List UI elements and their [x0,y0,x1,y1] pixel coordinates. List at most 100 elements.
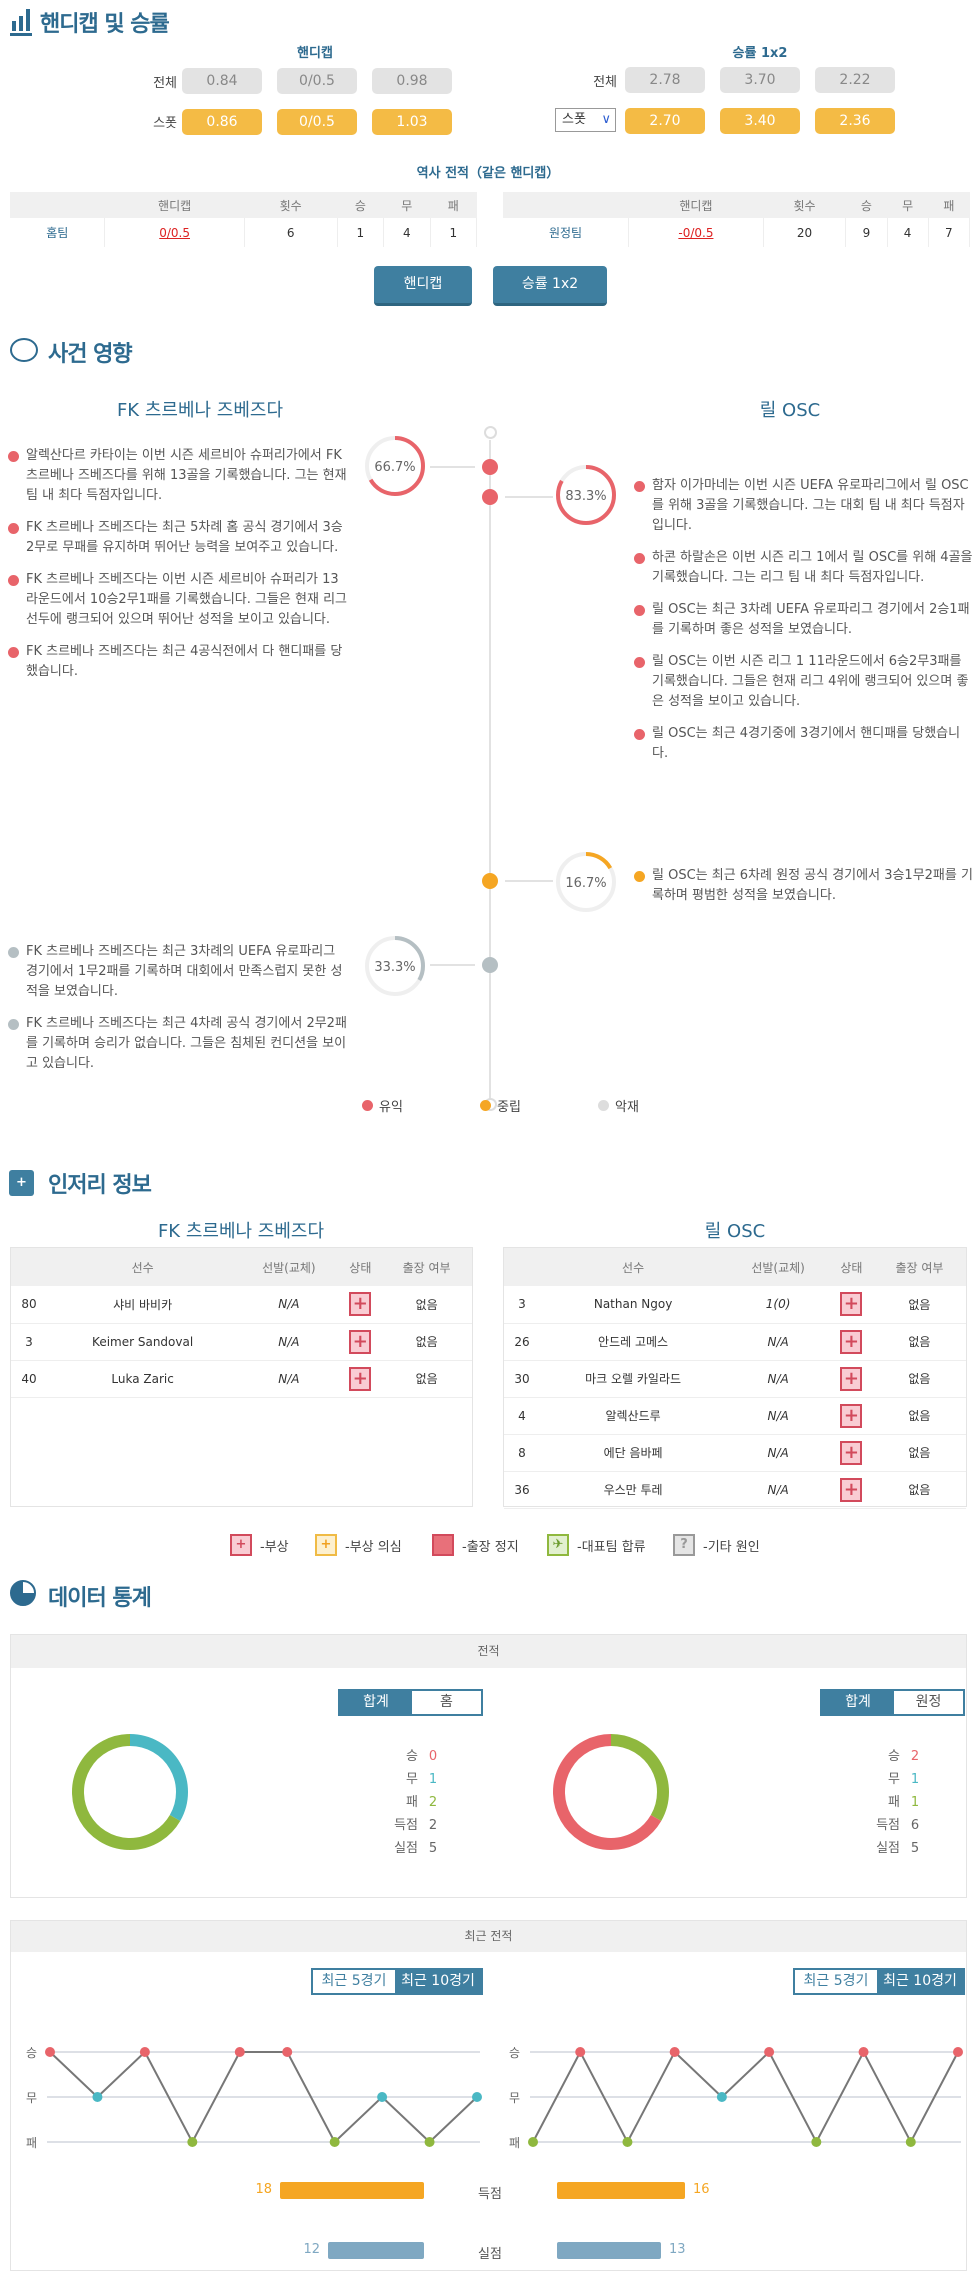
player-name[interactable]: 마크 오렐 카일라드 [540,1360,727,1398]
handicap-link[interactable]: 0/0.5 [104,218,245,247]
timeline-dot-positive [482,459,498,475]
column-header: 선발(교체) [238,1248,340,1286]
pct-ring-home-positive: 66.7% [365,436,425,496]
event-text: 하콘 하랄손은 이번 시즌 리그 1에서 릴 OSC를 위해 4골을 기록했습니… [652,550,973,585]
event-item: FK 츠르베나 즈베즈다는 최근 4공식전에서 다 핸디패를 당했습니다. [8,642,348,682]
timeline-dot-negative [482,957,498,973]
injury-legend-item: -출장 정지 [432,1534,519,1556]
odds-box[interactable]: 0.98 [372,68,452,94]
toggle-last-10[interactable]: 최근 10경기 [395,1970,481,1993]
stat-value: 2 [428,1795,438,1810]
result-point [953,2047,963,2057]
toggle-total[interactable]: 합계 [340,1691,412,1714]
toggle-away[interactable]: 원정 [915,1694,942,1710]
toggle-last-10[interactable]: 최근 10경기 [877,1970,963,1993]
injury-legend-item: ? -기타 원인 [673,1534,760,1556]
y-tick-label: 패 [509,2136,520,2150]
injury-cross-icon: + [840,1403,863,1428]
stat-row: 실점 5 [860,1837,930,1860]
stat-label: 무 [406,1772,418,1787]
odds-box[interactable]: 0/0.5 [277,109,357,135]
stat-value: 6 [910,1818,920,1833]
status-cell: + [830,1471,873,1509]
result-point [329,2137,340,2147]
player-name[interactable]: Luka Zaric [47,1360,239,1398]
player-name[interactable]: 안드레 고메스 [540,1323,727,1361]
legend-label: -기타 원인 [703,1539,760,1555]
table-cell: N/A [238,1286,340,1324]
table-cell: 없음 [381,1323,472,1361]
toggle-last-5[interactable]: 최근 5경기 [803,1973,869,1989]
handicap-button[interactable]: 핸디캡 [374,266,472,306]
odds-box[interactable]: 3.70 [720,67,800,93]
result-point [234,2047,245,2057]
column-header [503,192,629,218]
odds-button[interactable]: 승률 1x2 [493,266,607,306]
home-goals-bar [280,2182,424,2199]
history-title: 역사 전적（같은 핸디캡） [416,166,560,181]
spot-select-value: 스폿 [562,112,586,127]
handicap-link[interactable]: -0/0.5 [628,218,764,247]
table-header-row: 선수 선발(교체) 상태 출장 여부 [504,1248,966,1286]
pie-chart-icon [10,1580,36,1606]
stat-label: 패 [406,1795,418,1810]
toggle-home[interactable]: 홈 [440,1694,453,1710]
history-table-home: 핸디캡 횟수 승 무 패 홈팀 0/0.5 6 1 4 1 [10,192,478,247]
stat-value: 1 [428,1772,438,1787]
result-point [528,2137,538,2147]
status-cell: + [830,1360,873,1398]
table-cell: 4 [383,218,431,247]
player-name[interactable]: 알렉산드루 [540,1397,727,1435]
face-icon [10,338,38,362]
column-header: 선수 [47,1248,239,1286]
result-point [45,2047,55,2057]
event-item: 하콘 하랄손은 이번 시즌 리그 1에서 릴 OSC를 위해 4골을 기록했습니… [634,548,974,588]
spot-select[interactable]: 스폿 ∨ [555,108,616,132]
odds-box[interactable]: 1.03 [372,109,452,135]
column-header: 핸디캡 [104,192,245,218]
toggle-total[interactable]: 합계 [822,1691,894,1714]
event-item: 릴 OSC는 이번 시즌 리그 1 11라운드에서 6승2무3패를 기록했습니다… [634,652,974,712]
donut-slice-승 [553,1734,662,1850]
status-cell: + [830,1286,873,1324]
home-positive-list: 알렉산다르 카타이는 이번 시즌 세르비아 슈퍼리가에서 FK 츠르베나 즈베즈… [8,446,348,694]
stat-label: 실점 [394,1841,418,1856]
pct-label: 33.3% [374,960,415,975]
bullet-dot-icon [8,523,19,534]
player-name[interactable]: 우스만 투레 [540,1471,727,1509]
odds-box[interactable]: 0.86 [182,109,262,135]
row-spot-label: 스폿 [153,116,177,131]
injury-cross-icon: + [349,1366,372,1391]
legend-label: -출장 정지 [462,1539,519,1555]
result-point [716,2092,727,2102]
player-name[interactable]: 에단 음바페 [540,1434,727,1472]
odds-box[interactable]: 2.70 [625,108,705,134]
toggle-last-5[interactable]: 최근 5경기 [321,1973,387,1989]
odds-box[interactable]: 0.84 [182,68,262,94]
event-text: FK 츠르베나 즈베즈다는 최근 3차례의 UEFA 유로파리그 경기에서 1무… [26,944,343,999]
donut-slice-패 [72,1734,181,1850]
column-header [10,192,105,218]
player-name[interactable]: Keimer Sandoval [47,1323,239,1361]
stat-value: 0 [428,1749,438,1764]
odds-box[interactable]: 3.40 [720,108,800,134]
timeline-dot-positive [482,489,498,505]
legend-label: -대표팀 합류 [577,1539,646,1555]
injury-legend-item: + -부상 의심 [315,1534,402,1556]
result-point [187,2137,198,2147]
injury-cross-icon: + [840,1477,863,1502]
table-row: 8 에단 음바페 N/A + 없음 [504,1434,966,1472]
result-point [575,2047,586,2057]
player-name[interactable]: 샤비 바비카 [47,1286,239,1324]
column-header: 출장 여부 [381,1248,472,1286]
odds-box[interactable]: 0/0.5 [277,68,357,94]
goals-label: 득점 [478,2187,502,2202]
odds-box[interactable]: 2.78 [625,67,705,93]
player-name[interactable]: Nathan Ngoy [540,1286,727,1324]
odds-box[interactable]: 2.36 [815,108,895,134]
stat-value: 5 [910,1841,920,1856]
event-item: FK 츠르베나 즈베즈다는 최근 4차례 공식 경기에서 2무2패를 기록하며 … [8,1014,348,1074]
odds-box[interactable]: 2.22 [815,67,895,93]
result-line [532,2049,959,2145]
